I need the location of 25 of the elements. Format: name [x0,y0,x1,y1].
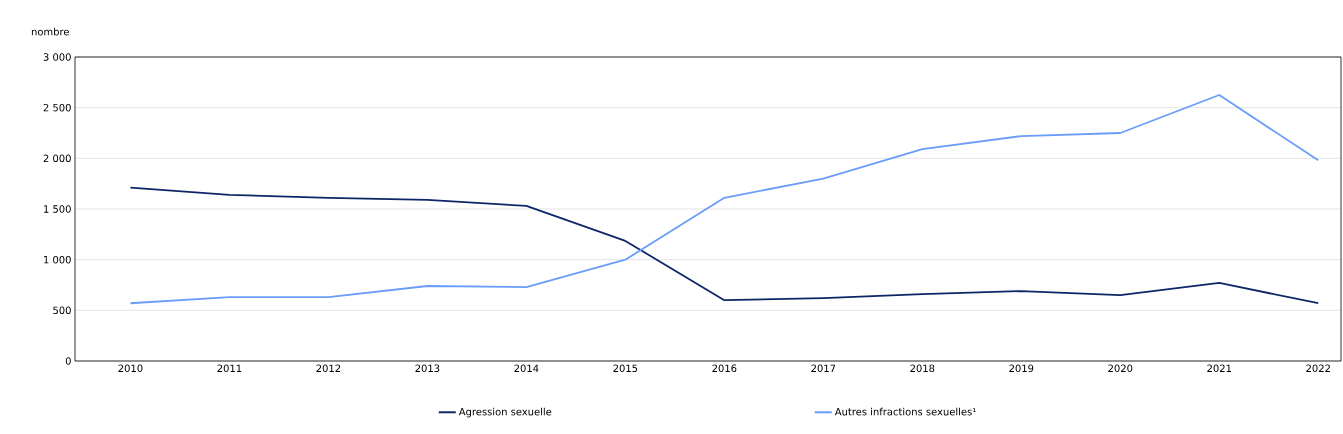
y-tick-label: 3 000 [43,53,71,61]
x-tick-label: 2015 [613,364,638,373]
line-series [129,186,1320,305]
y-tick-label: 1 000 [44,255,71,264]
y-axis-title: nombre [31,27,69,36]
x-tick-label: 2014 [514,364,539,373]
x-tick-label: 2017 [811,364,836,373]
y-tick-label: 1 500 [44,205,71,213]
x-tick-label: 2021 [1207,364,1232,373]
legend-label: Agression sexuelle [458,407,552,418]
x-tick-label: 2012 [316,364,341,373]
x-tick-label: 2020 [1108,364,1133,373]
legend-label: Autres infractions sexuelles¹ [834,407,976,416]
x-tick-label: 2022 [1306,364,1330,373]
x-tick-label: 2013 [415,364,440,373]
x-tick-label: 2011 [217,364,242,373]
y-tick-label: 2 500 [43,103,71,112]
y-tick-label: 500 [53,306,71,315]
x-tick-label: 2010 [118,364,143,373]
x-tick-label: 2016 [712,364,737,373]
x-tick-label: 2019 [1009,364,1034,373]
line-series [129,94,1320,305]
x-tick-label: 2018 [910,364,935,373]
y-tick-label: 0 [65,357,71,365]
y-tick-label: 2 000 [43,154,71,163]
